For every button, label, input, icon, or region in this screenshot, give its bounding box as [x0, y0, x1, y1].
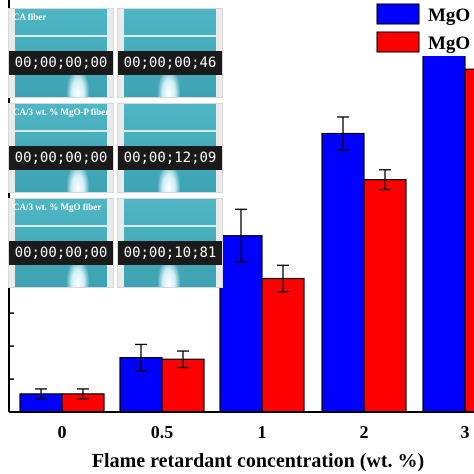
- fiber-sample: [15, 225, 107, 227]
- inset-timestamp: 00;00;00;00: [9, 241, 113, 265]
- bar-red-3: [464, 68, 474, 413]
- inset-photo-3: CA/3 wt. % MgO-P fiber 00;00;00;00: [8, 103, 114, 193]
- legend-swatch-red: [376, 31, 420, 53]
- inset-timestamp: 00;00;10;81: [118, 241, 222, 265]
- inset-photo-2: 00;00;00;46: [117, 8, 223, 98]
- inset-label: CA/3 wt. % MgO-P fiber: [13, 107, 110, 117]
- fiber-sample: [124, 225, 216, 227]
- inset-photo-4: 00;00;12;09: [117, 103, 223, 193]
- flame-glow: [67, 259, 89, 287]
- legend-label-red: MgO: [428, 33, 470, 54]
- x-axis-label: Flame retardant concentration (wt. %): [92, 450, 424, 472]
- inset-label: CA fiber: [13, 12, 47, 22]
- fiber-sample: [15, 35, 107, 37]
- bar-red-2: [363, 179, 407, 413]
- x-tick-labels: 0 0.5 1 2 3: [58, 422, 470, 442]
- fiber-sample: [15, 130, 107, 132]
- flame-glow: [67, 164, 89, 192]
- bars-layer: [19, 40, 474, 413]
- inset-timestamp: 00;00;12;09: [118, 146, 222, 170]
- fiber-sample: [124, 35, 216, 37]
- legend-label-blue: MgO: [428, 5, 470, 26]
- inset-timestamp: 00;00;00;00: [9, 51, 113, 75]
- inset-photo-1: CA fiber 00;00;00;00: [8, 8, 114, 98]
- x-tick-label: 0: [58, 422, 67, 442]
- bar-blue-2: [321, 132, 365, 413]
- legend-swatch-blue: [376, 3, 420, 25]
- inset-label: CA/3 wt. % MgO fiber: [13, 202, 102, 212]
- x-tick-label: 1: [258, 422, 267, 442]
- x-tick-label: 2: [360, 422, 369, 442]
- flame-glow: [158, 69, 180, 97]
- flame-glow: [158, 164, 180, 192]
- inset-photo-5: CA/3 wt. % MgO fiber 00;00;00;00: [8, 198, 114, 288]
- inset-timestamp: 00;00;00;00: [9, 146, 113, 170]
- inset-photo-6: 00;00;10;81: [117, 198, 223, 288]
- x-tick-label: 3: [461, 422, 470, 442]
- x-tick-label: 0.5: [151, 422, 174, 442]
- flame-glow: [67, 69, 89, 97]
- bar-blue-3: [422, 40, 466, 413]
- legend: MgO MgO: [330, 0, 474, 56]
- fiber-sample: [124, 130, 216, 132]
- flame-glow: [158, 259, 180, 287]
- bar-red-1: [261, 277, 305, 413]
- inset-timestamp: 00;00;00;46: [118, 51, 222, 75]
